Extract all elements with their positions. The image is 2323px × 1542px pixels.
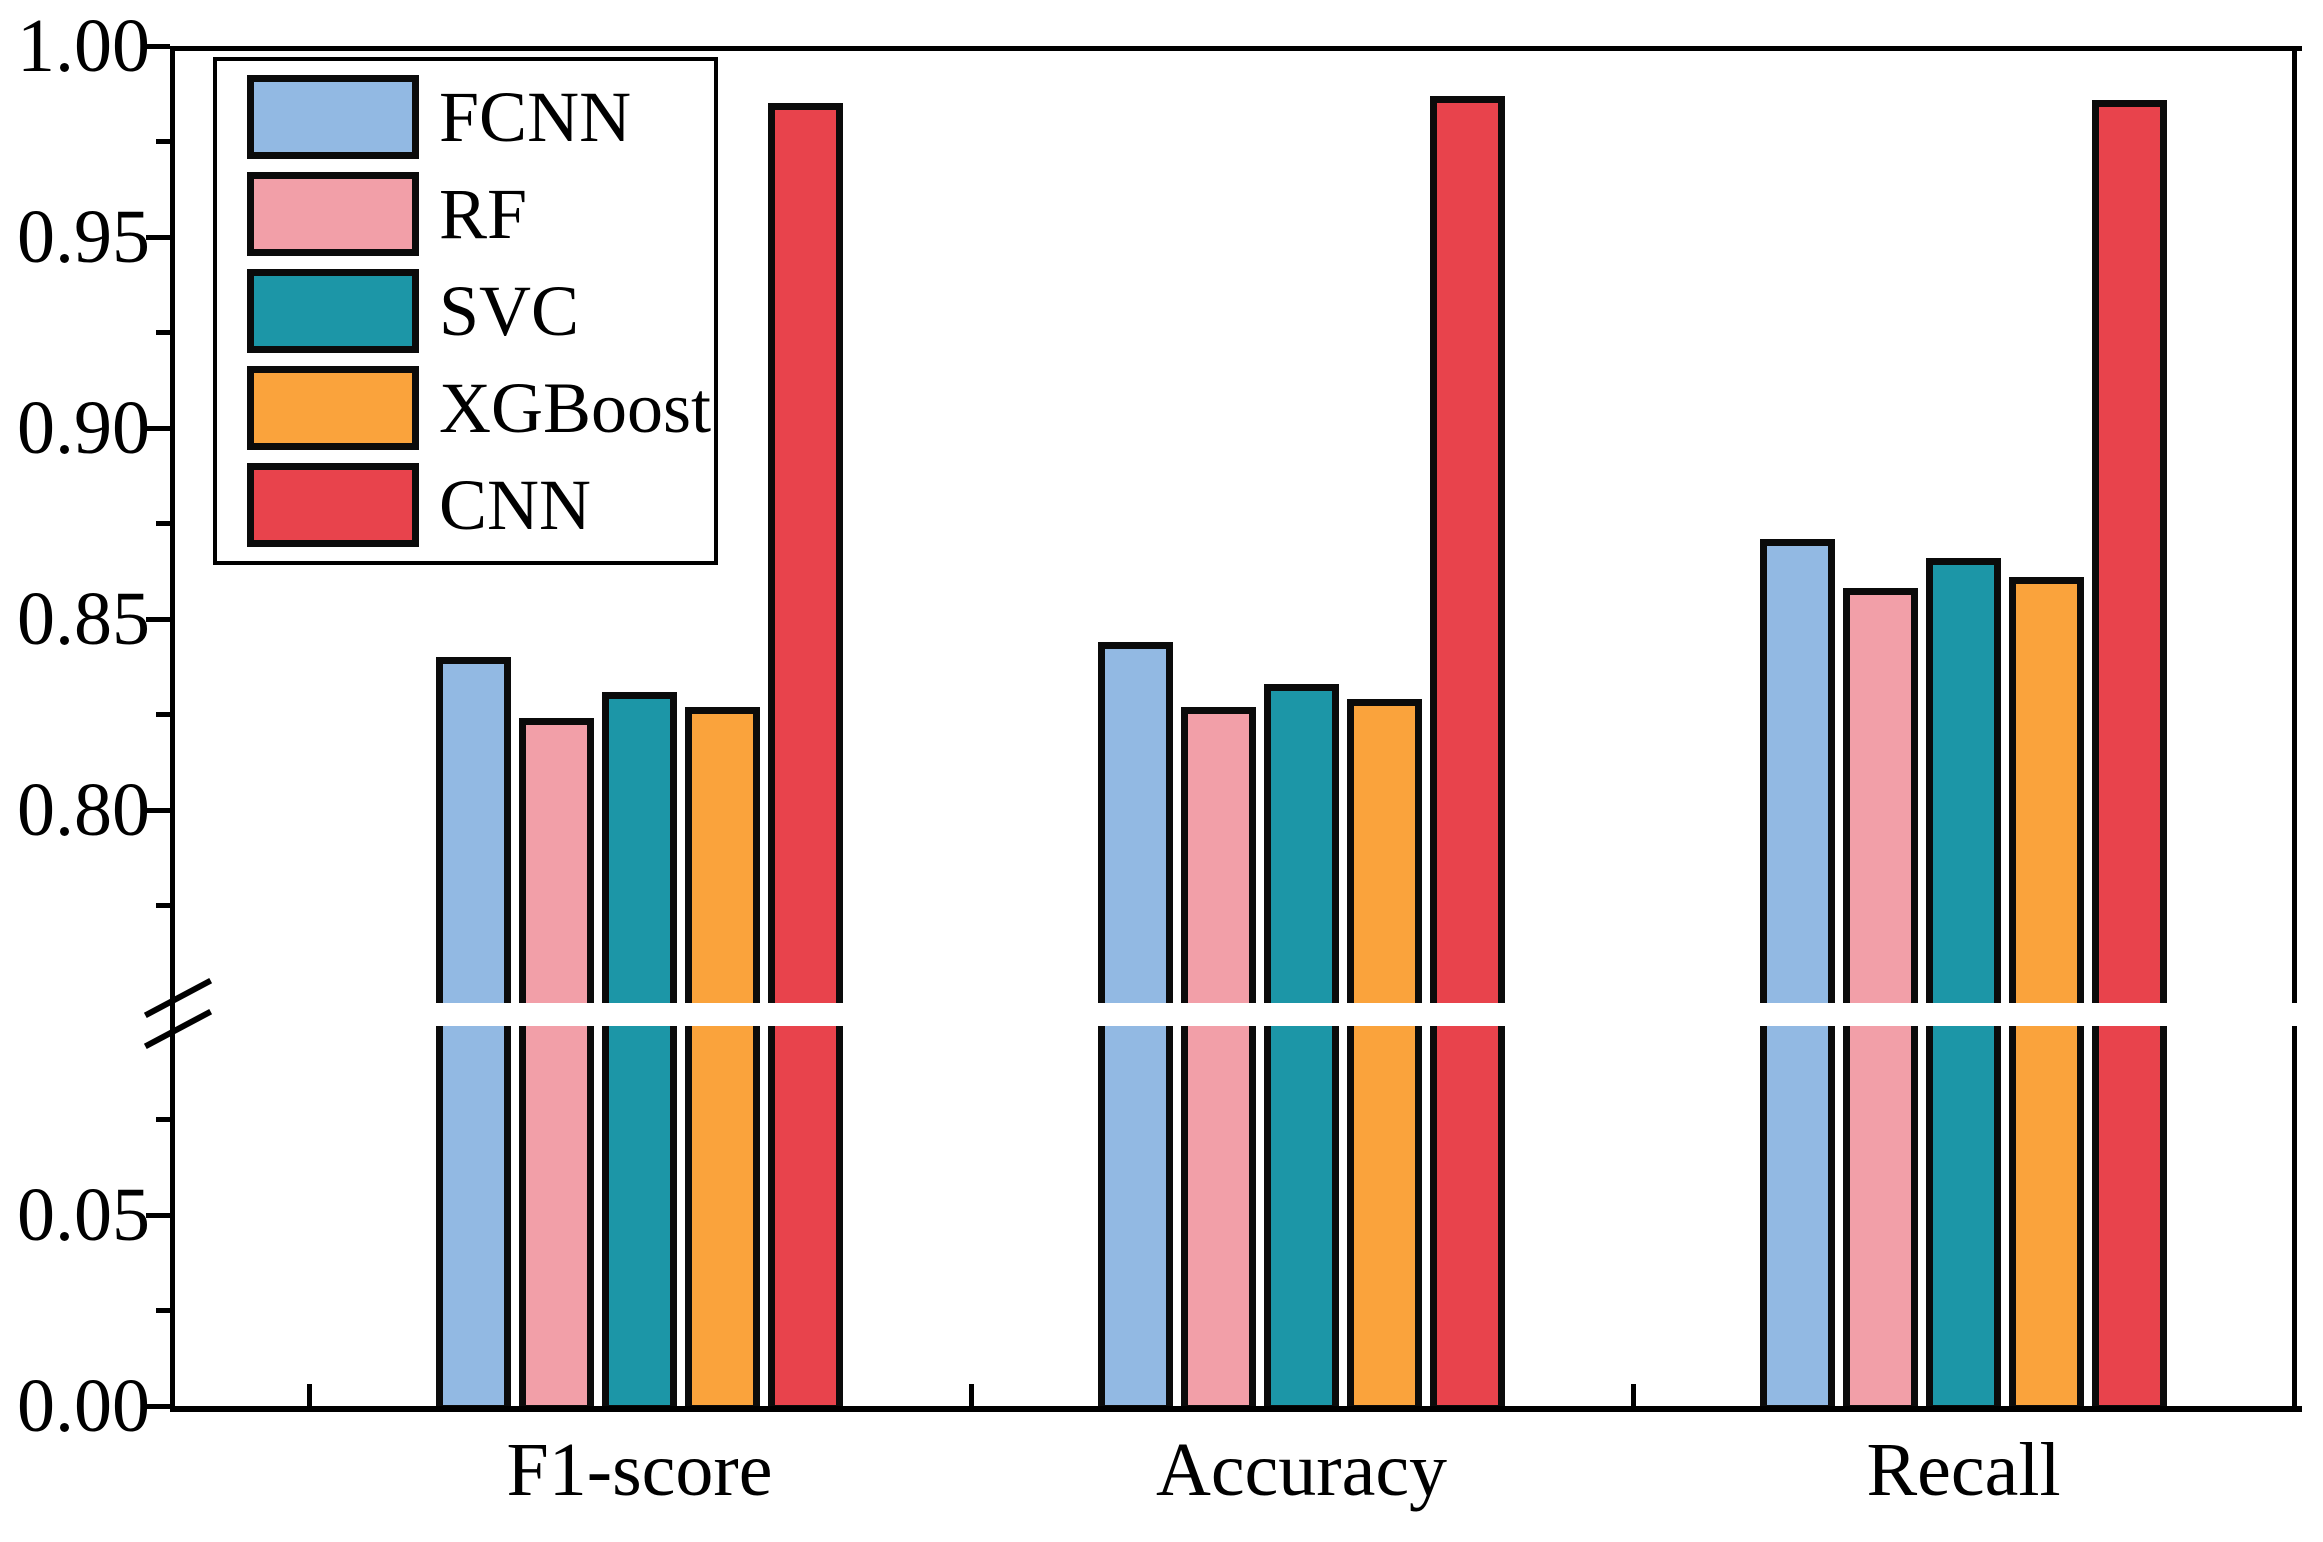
y-minor-tick <box>156 1308 170 1313</box>
legend-box: FCNN RF SVC XGBoost CNN <box>213 57 718 565</box>
y-minor-tick <box>156 712 170 717</box>
y-tick-label: 0.00 <box>17 1364 150 1448</box>
y-major-tick <box>146 616 170 622</box>
bar-recall-rf <box>1843 588 1918 1412</box>
bar-accuracy-xgboost <box>1347 699 1422 1412</box>
y-minor-tick <box>156 139 170 144</box>
legend-label-fcnn: FCNN <box>439 77 632 157</box>
bar-accuracy-svc <box>1264 683 1339 1412</box>
y-minor-tick <box>156 521 170 526</box>
x-minor-tick <box>306 1384 312 1406</box>
y-major-tick <box>146 234 170 240</box>
y-minor-tick <box>156 330 170 335</box>
bar-accuracy-fcnn <box>1098 641 1173 1412</box>
plot-right-spine <box>2292 46 2297 1412</box>
bar-f1-score-rf <box>519 718 594 1412</box>
bar-accuracy-cnn <box>1430 95 1505 1412</box>
bar-recall-xgboost <box>2009 577 2084 1412</box>
legend-swatch-fcnn <box>247 75 419 159</box>
y-major-tick <box>146 425 170 431</box>
legend-swatch-rf <box>247 172 419 256</box>
bar-f1-score-fcnn <box>436 657 511 1412</box>
legend-swatch-cnn <box>247 463 419 547</box>
bar-recall-cnn <box>2092 99 2167 1412</box>
y-major-tick <box>146 1212 170 1218</box>
bar-recall-svc <box>1926 557 2001 1412</box>
y-tick-label: 0.80 <box>17 768 150 852</box>
legend-label-svc: SVC <box>439 271 580 351</box>
x-minor-tick <box>968 1384 974 1406</box>
legend-label-xgboost: XGBoost <box>439 368 712 448</box>
y-minor-tick <box>156 903 170 908</box>
legend-label-cnn: CNN <box>439 465 592 545</box>
x-category-label: Accuracy <box>1155 1428 1448 1512</box>
bar-f1-score-cnn <box>768 103 843 1412</box>
bar-accuracy-rf <box>1181 706 1256 1412</box>
y-minor-tick <box>156 1117 170 1122</box>
y-tick-label: 0.95 <box>17 195 150 279</box>
legend-swatch-xgboost <box>247 366 419 450</box>
y-major-tick <box>146 807 170 813</box>
axis-break-band <box>176 1003 2306 1026</box>
x-category-label: F1-score <box>506 1428 773 1512</box>
y-major-tick <box>146 43 170 49</box>
y-major-tick <box>146 1403 170 1409</box>
bar-f1-score-xgboost <box>685 706 760 1412</box>
bar-recall-fcnn <box>1760 538 1835 1412</box>
plot-bottom-spine <box>170 1406 2302 1412</box>
legend-label-rf: RF <box>439 174 528 254</box>
x-minor-tick <box>1630 1384 1636 1406</box>
y-tick-label: 1.00 <box>17 4 150 88</box>
y-tick-label: 0.90 <box>17 386 150 470</box>
y-tick-label: 0.85 <box>17 577 150 661</box>
plot-left-spine <box>170 46 175 1412</box>
x-category-label: Recall <box>1866 1428 2061 1512</box>
plot-top-spine <box>170 46 2302 51</box>
legend-swatch-svc <box>247 269 419 353</box>
y-tick-label: 0.05 <box>17 1173 150 1257</box>
